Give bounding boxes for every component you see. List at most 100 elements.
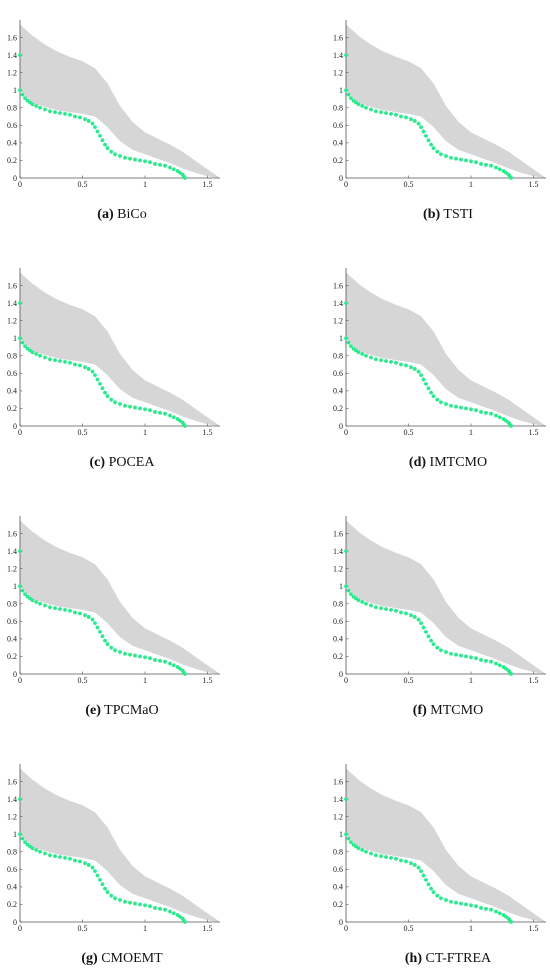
pareto-point bbox=[459, 157, 463, 162]
pareto-point bbox=[95, 377, 100, 382]
pareto-point bbox=[123, 651, 127, 656]
caption-algorithm-name: TPCMaO bbox=[100, 703, 159, 718]
pareto-point bbox=[346, 340, 351, 345]
pareto-point bbox=[48, 357, 52, 362]
pareto-point bbox=[509, 920, 513, 924]
y-tick-label: 1 bbox=[339, 334, 343, 343]
y-tick-label: 1 bbox=[13, 334, 17, 343]
pareto-point bbox=[389, 608, 393, 612]
pareto-point bbox=[183, 672, 187, 676]
y-tick-label: 1.4 bbox=[7, 795, 17, 804]
pareto-point bbox=[93, 373, 97, 377]
y-tick-label: 1.6 bbox=[333, 281, 343, 290]
pareto-point bbox=[100, 634, 105, 639]
pareto-point bbox=[113, 152, 117, 157]
pareto-point bbox=[431, 394, 436, 399]
pareto-point bbox=[449, 155, 453, 160]
pareto-point bbox=[168, 909, 172, 914]
pareto-point bbox=[38, 849, 42, 854]
pareto-point bbox=[158, 658, 162, 663]
y-tick-label: 0.6 bbox=[333, 121, 343, 130]
y-tick-label: 0.4 bbox=[333, 139, 343, 148]
pareto-point bbox=[43, 851, 47, 856]
pareto-point bbox=[424, 877, 428, 882]
pareto-point bbox=[48, 605, 52, 610]
pareto-point bbox=[344, 88, 348, 93]
pareto-point bbox=[43, 107, 47, 112]
x-tick-label: 0.5 bbox=[78, 676, 88, 685]
y-tick-label: 0.4 bbox=[333, 635, 343, 644]
caption-algorithm-name: CMOEMT bbox=[97, 951, 163, 966]
pareto-point bbox=[344, 584, 348, 589]
pareto-point bbox=[435, 645, 440, 650]
pareto-point bbox=[73, 114, 77, 119]
y-tick-label: 0.4 bbox=[333, 883, 343, 892]
pareto-point bbox=[171, 911, 176, 916]
pareto-point bbox=[431, 146, 436, 151]
x-tick-label: 0 bbox=[344, 180, 348, 189]
pareto-point bbox=[109, 397, 114, 402]
pareto-point bbox=[30, 846, 35, 851]
scatter-plot: 0 0.5 1 1.5 0 0.2 0.4 0.6 0.8 1 1.2 1.4 1.6 bbox=[7, 268, 220, 437]
scatter-plot: 0 0.5 1 1.5 0 0.2 0.4 0.6 0.8 1 1.2 1.4 1.6 bbox=[7, 20, 220, 189]
pareto-point bbox=[346, 92, 351, 97]
feasible-region-band bbox=[346, 272, 546, 426]
pareto-point bbox=[90, 121, 95, 126]
x-tick-label: 0 bbox=[344, 428, 348, 437]
pareto-point bbox=[399, 858, 403, 863]
y-tick-label: 0.2 bbox=[333, 652, 343, 661]
pareto-point bbox=[444, 402, 448, 406]
y-tick-label: 0.6 bbox=[7, 865, 17, 874]
pareto-point bbox=[143, 655, 147, 660]
pareto-point bbox=[435, 149, 440, 154]
isolated-point bbox=[344, 797, 348, 802]
pareto-point bbox=[20, 588, 25, 593]
caption-algorithm-name: IMTCMO bbox=[426, 455, 488, 470]
pareto-point bbox=[53, 110, 57, 115]
pareto-point bbox=[148, 656, 152, 661]
pareto-point bbox=[484, 410, 488, 415]
pareto-point bbox=[412, 367, 417, 371]
pareto-point bbox=[379, 854, 383, 859]
pareto-point bbox=[474, 408, 478, 413]
y-tick-label: 1.2 bbox=[7, 564, 17, 573]
pareto-point bbox=[86, 615, 91, 619]
x-tick-label: 0.5 bbox=[404, 924, 414, 933]
chart-panel: 0 0.5 1 1.5 0 0.2 0.4 0.6 0.8 1 1.2 1.4 1.6 (g) CMOEM… bbox=[7, 752, 232, 974]
y-tick-label: 1.6 bbox=[333, 529, 343, 538]
x-tick-label: 1 bbox=[143, 676, 147, 685]
pareto-point bbox=[379, 110, 383, 115]
pareto-point bbox=[344, 832, 348, 837]
pareto-point bbox=[98, 133, 102, 138]
pareto-point bbox=[421, 873, 426, 878]
pareto-point bbox=[479, 658, 483, 662]
y-tick-label: 0.2 bbox=[333, 404, 343, 413]
feasible-region-band bbox=[346, 768, 546, 922]
pareto-point bbox=[23, 96, 27, 101]
pareto-point bbox=[469, 903, 473, 908]
pareto-point bbox=[58, 111, 62, 115]
pareto-point bbox=[78, 363, 82, 368]
pareto-point bbox=[34, 352, 39, 356]
pareto-point bbox=[344, 336, 348, 341]
pareto-point bbox=[109, 149, 114, 154]
pareto-point bbox=[98, 629, 102, 634]
y-tick-label: 0.6 bbox=[333, 369, 343, 378]
pareto-point bbox=[469, 655, 473, 660]
pareto-point bbox=[153, 162, 157, 166]
pareto-point bbox=[183, 176, 187, 180]
pareto-point bbox=[399, 114, 403, 119]
pareto-point bbox=[474, 904, 478, 909]
pareto-point bbox=[18, 88, 22, 93]
pareto-point bbox=[53, 854, 57, 859]
pareto-point bbox=[349, 840, 353, 845]
pareto-point bbox=[109, 645, 114, 650]
pareto-point bbox=[20, 836, 25, 841]
x-tick-label: 1.5 bbox=[203, 180, 213, 189]
y-tick-label: 0 bbox=[339, 174, 343, 183]
pareto-point bbox=[416, 369, 421, 374]
y-tick-label: 1.4 bbox=[333, 51, 343, 60]
pareto-point bbox=[409, 861, 413, 866]
subfigure-caption: (g) CMOEMT bbox=[12, 951, 232, 967]
pareto-point bbox=[133, 901, 137, 906]
